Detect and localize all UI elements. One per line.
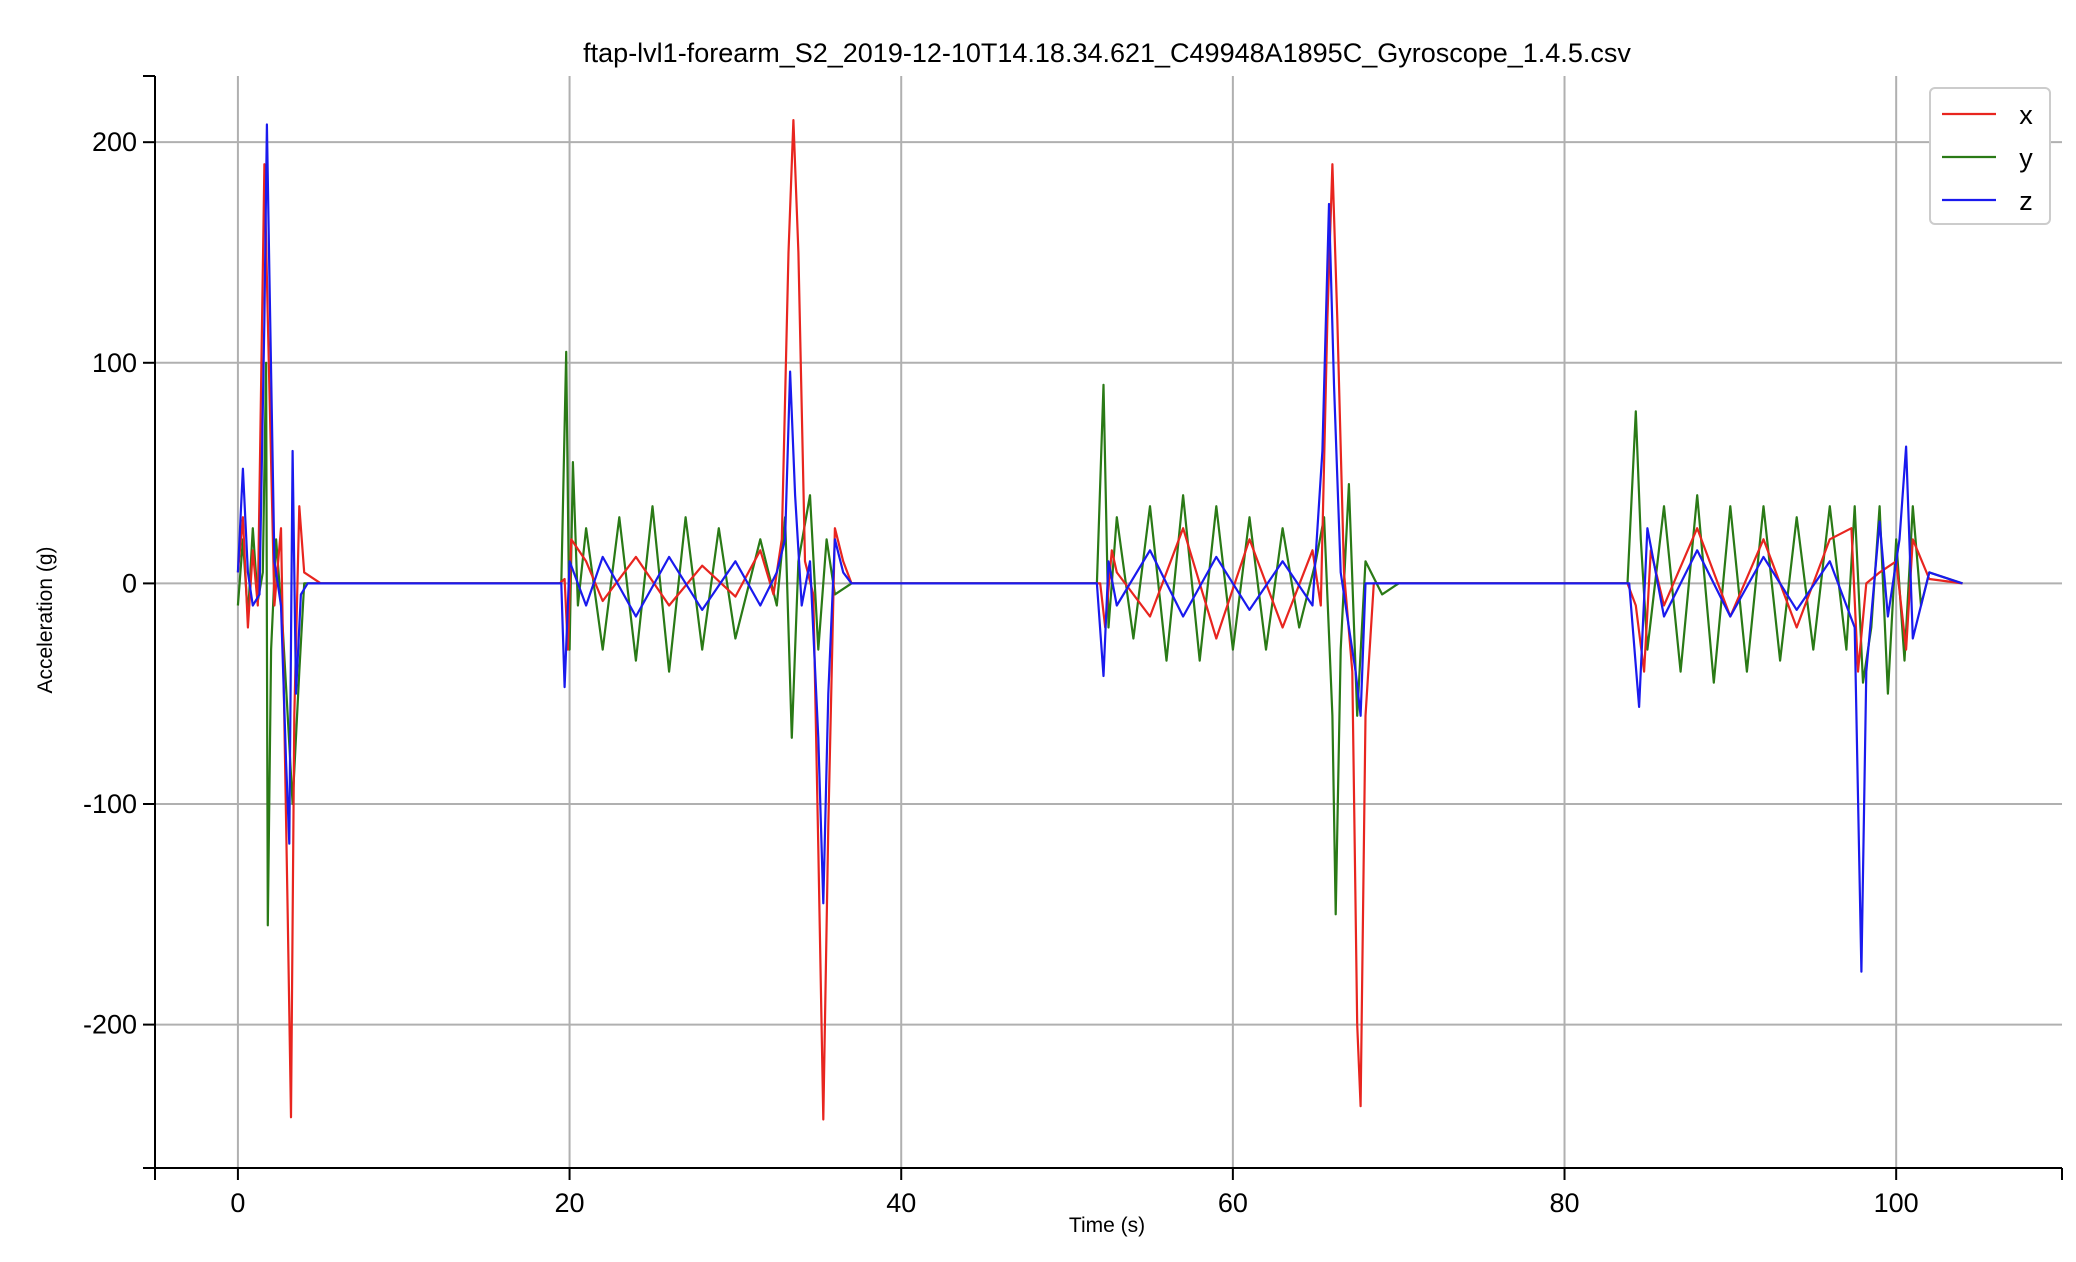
legend-label-y: y	[2019, 143, 2033, 173]
x-tick-label: 0	[230, 1188, 245, 1218]
y-tick-label: -100	[83, 789, 137, 819]
y-axis-label: Acceleration (g)	[34, 546, 57, 693]
legend-label-z: z	[2019, 186, 2033, 216]
x-tick-label: 40	[886, 1188, 916, 1218]
y-tick-label: 0	[122, 568, 137, 598]
series-line-z	[236, 123, 1963, 973]
y-tick-label: 200	[92, 127, 137, 157]
x-tick-label: 100	[1874, 1188, 1919, 1218]
legend-label-x: x	[2019, 100, 2033, 130]
x-tick-label: 80	[1549, 1188, 1579, 1218]
x-tick-label: 60	[1218, 1188, 1248, 1218]
legend[interactable]: xyz	[1929, 87, 2051, 225]
y-tick-label: -200	[83, 1010, 137, 1040]
axes: 0 20 40 60 80 100 -200 -100 0 100 200	[83, 75, 2063, 1218]
x-tick-label: 20	[555, 1188, 585, 1218]
y-tick-label: 100	[92, 348, 137, 378]
series-layer	[236, 118, 1963, 1121]
chart-title: ftap-lvl1-forearm_S2_2019-12-10T14.18.34…	[583, 38, 1631, 68]
x-axis-label: Time (s)	[1069, 1214, 1145, 1237]
